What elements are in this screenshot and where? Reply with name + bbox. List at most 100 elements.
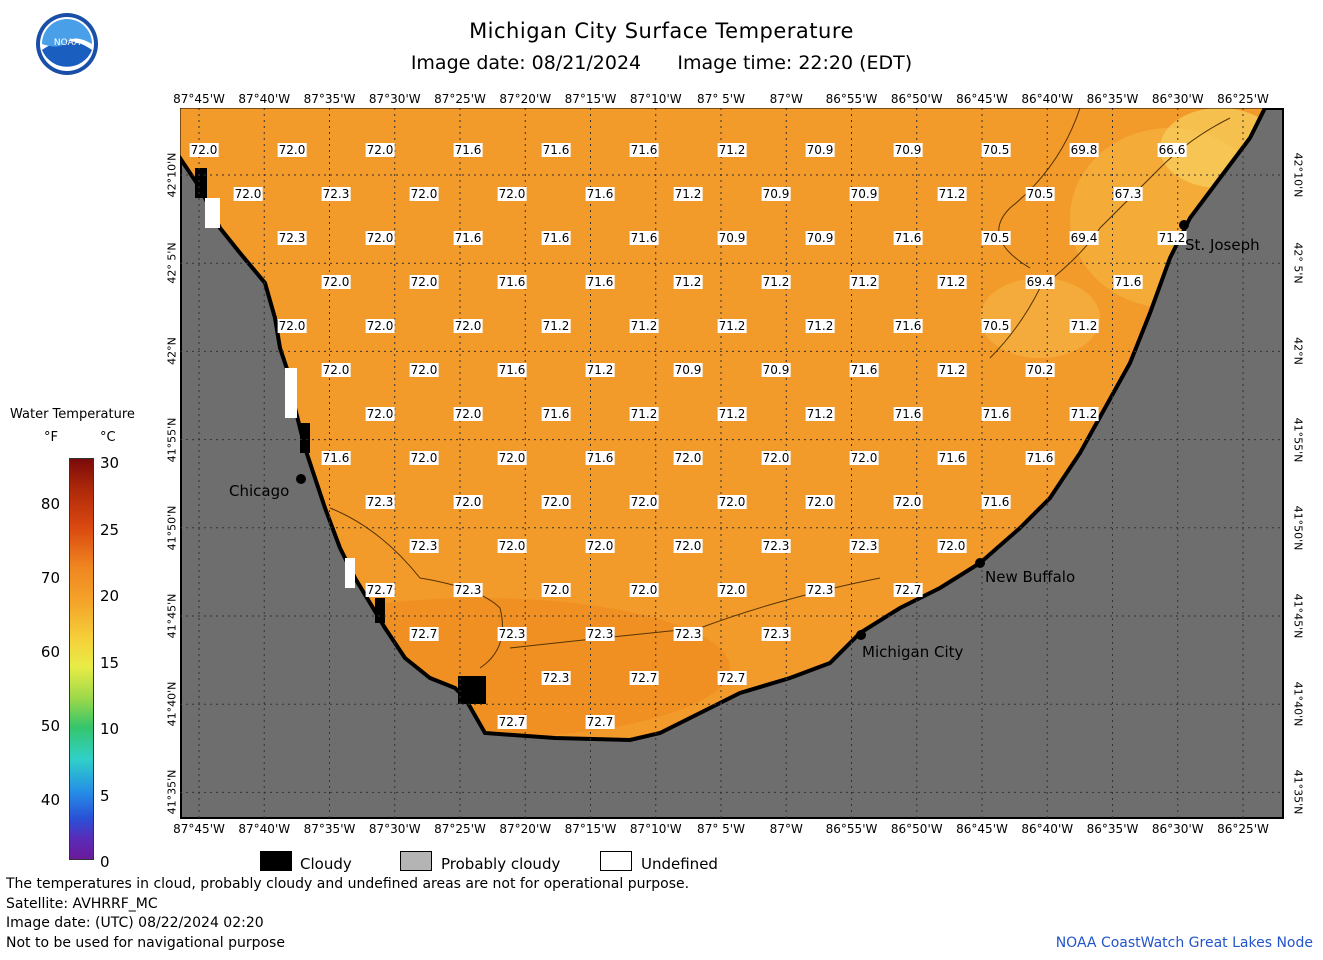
temperature-value: 72.3	[453, 583, 483, 597]
colorbar-tick-c: 10	[100, 720, 120, 738]
longitude-label: 86°30'W	[1151, 92, 1204, 106]
temperature-value: 70.5	[1025, 187, 1055, 201]
temperature-value: 67.3	[1113, 187, 1143, 201]
longitude-label: 86°50'W	[890, 822, 943, 836]
latitude-label: 41°50'N	[1291, 505, 1305, 551]
temperature-value: 71.6	[585, 451, 615, 465]
longitude-label: 87°45'W	[173, 92, 225, 106]
temperature-value: 72.0	[937, 539, 967, 553]
temperature-value: 72.3	[585, 627, 615, 641]
temperature-value: 70.9	[717, 231, 747, 245]
longitude-label: 86°35'W	[1086, 822, 1139, 836]
legend-probably-cloudy-label: Probably cloudy	[441, 855, 561, 873]
cloud-patch	[195, 168, 207, 198]
temperature-value: 72.0	[761, 451, 791, 465]
longitude-label: 87°30'W	[368, 822, 421, 836]
temperature-value: 71.2	[937, 363, 967, 377]
longitude-label: 87°W	[769, 822, 803, 836]
footer-satellite: Satellite: AVHRRF_MC	[6, 896, 158, 912]
temperature-value: 71.2	[717, 319, 747, 333]
temperature-value: 72.0	[321, 275, 351, 289]
temperature-value: 72.0	[717, 583, 747, 597]
temperature-value: 71.2	[585, 363, 615, 377]
latitude-label: 41°45'N	[165, 593, 179, 639]
latitude-label: 41°45'N	[1291, 593, 1305, 639]
temperature-value: 71.6	[629, 143, 659, 157]
temperature-value: 71.6	[629, 231, 659, 245]
temperature-value: 72.0	[365, 143, 395, 157]
temperature-value: 72.3	[541, 671, 571, 685]
latitude-label: 41°40'N	[1291, 681, 1305, 727]
colorbar-tick-f: 80	[40, 495, 60, 513]
city-marker-michigan-city	[856, 630, 866, 640]
longitude-label: 86°45'W	[956, 822, 1008, 836]
temperature-value: 71.6	[849, 363, 879, 377]
temperature-value: 66.6	[1157, 143, 1187, 157]
legend-undefined-swatch	[600, 851, 632, 871]
temperature-value: 70.9	[849, 187, 879, 201]
image-date: Image date: 08/21/2024	[410, 52, 642, 74]
temperature-value: 71.2	[761, 275, 791, 289]
latitude-label: 41°40'N	[165, 681, 179, 727]
temperature-value: 72.0	[453, 407, 483, 421]
temperature-value: 71.6	[453, 231, 483, 245]
temperature-value: 72.0	[365, 231, 395, 245]
temperature-map	[180, 108, 1284, 819]
colorbar	[69, 458, 94, 860]
svg-text:NOAA: NOAA	[54, 38, 81, 48]
temperature-value: 72.0	[629, 583, 659, 597]
longitude-label: 87° 5'W	[697, 822, 745, 836]
temperature-value: 71.2	[805, 319, 835, 333]
unit-celsius: °C	[100, 430, 116, 445]
temperature-value: 71.6	[497, 275, 527, 289]
temperature-value: 71.2	[673, 187, 703, 201]
temperature-value: 71.6	[321, 451, 351, 465]
legend-cloudy-label: Cloudy	[300, 855, 352, 873]
temperature-value: 72.0	[849, 451, 879, 465]
temperature-value: 72.3	[277, 231, 307, 245]
temperature-value: 72.0	[233, 187, 263, 201]
temperature-value: 71.2	[717, 407, 747, 421]
city-label-new-buffalo: New Buffalo	[985, 568, 1076, 586]
longitude-label: 87°25'W	[434, 92, 486, 106]
colorbar-tick-c: 20	[100, 587, 120, 605]
temperature-value: 72.0	[629, 495, 659, 509]
temperature-value: 72.0	[189, 143, 219, 157]
temperature-value: 72.0	[497, 539, 527, 553]
longitude-label: 87°35'W	[303, 92, 356, 106]
temperature-value: 72.3	[365, 495, 395, 509]
temperature-value: 72.0	[541, 495, 571, 509]
temperature-value: 71.6	[585, 275, 615, 289]
colorbar-tick-c: 15	[100, 653, 120, 672]
cool-water-patch-2	[980, 278, 1100, 358]
longitude-label: 86°25'W	[1217, 822, 1269, 836]
temperature-value: 70.9	[805, 143, 835, 157]
temperature-value: 71.6	[981, 495, 1011, 509]
temperature-value: 72.3	[673, 627, 703, 641]
temperature-value: 70.5	[981, 231, 1011, 245]
footer-utc-date: Image date: (UTC) 08/22/2024 02:20	[6, 915, 264, 931]
city-label-st-joseph: St. Joseph	[1185, 236, 1260, 254]
longitude-label: 86°25'W	[1217, 92, 1269, 106]
temperature-value: 71.6	[1113, 275, 1143, 289]
temperature-value: 71.6	[541, 407, 571, 421]
longitude-label: 87°30'W	[368, 92, 421, 106]
temperature-value: 70.9	[893, 143, 923, 157]
temperature-value: 71.6	[937, 451, 967, 465]
temperature-value: 72.0	[717, 495, 747, 509]
cloud-patch	[458, 676, 486, 704]
temperature-value: 72.0	[453, 319, 483, 333]
latitude-label: 42°N	[165, 337, 179, 366]
legend-undefined-label: Undefined	[641, 855, 718, 873]
temperature-value: 71.6	[893, 319, 923, 333]
colorbar-tick-f: 70	[40, 569, 60, 587]
temperature-value: 72.0	[277, 319, 307, 333]
temperature-value: 70.2	[1025, 363, 1055, 377]
legend-probably-cloudy-swatch	[400, 851, 432, 871]
longitude-label: 86°30'W	[1151, 822, 1204, 836]
temperature-value: 70.5	[981, 143, 1011, 157]
city-label-michigan-city: Michigan City	[862, 643, 964, 661]
temperature-value: 72.0	[409, 363, 439, 377]
temperature-value: 72.0	[497, 451, 527, 465]
temperature-value: 72.0	[541, 583, 571, 597]
